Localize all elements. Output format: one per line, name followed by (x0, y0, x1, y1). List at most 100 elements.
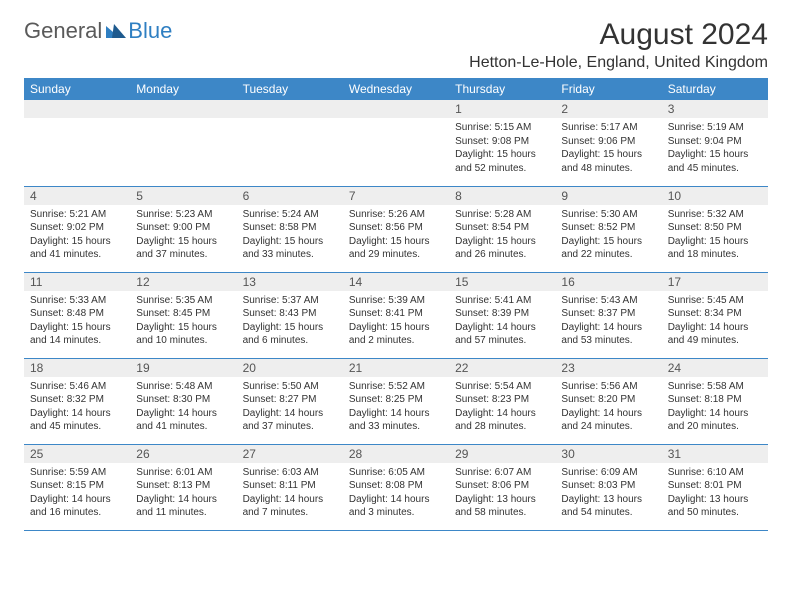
day-body: Sunrise: 5:21 AMSunset: 9:02 PMDaylight:… (24, 205, 130, 266)
sunset-line: Sunset: 9:06 PM (561, 135, 655, 149)
day-number: 13 (237, 273, 343, 291)
day-number: 31 (662, 445, 768, 463)
location: Hetton-Le-Hole, England, United Kingdom (469, 54, 768, 72)
daylight-line: Daylight: 14 hours and 7 minutes. (243, 493, 337, 520)
calendar-cell: 21Sunrise: 5:52 AMSunset: 8:25 PMDayligh… (343, 358, 449, 444)
day-number: 8 (449, 187, 555, 205)
sunrise-line: Sunrise: 6:05 AM (349, 466, 443, 480)
sunset-line: Sunset: 9:08 PM (455, 135, 549, 149)
day-body: Sunrise: 5:43 AMSunset: 8:37 PMDaylight:… (555, 291, 661, 352)
calendar-week-row: 4Sunrise: 5:21 AMSunset: 9:02 PMDaylight… (24, 186, 768, 272)
day-body: Sunrise: 5:32 AMSunset: 8:50 PMDaylight:… (662, 205, 768, 266)
calendar-cell: 31Sunrise: 6:10 AMSunset: 8:01 PMDayligh… (662, 444, 768, 530)
day-body: Sunrise: 5:17 AMSunset: 9:06 PMDaylight:… (555, 118, 661, 179)
sunset-line: Sunset: 8:45 PM (136, 307, 230, 321)
sunset-line: Sunset: 8:08 PM (349, 479, 443, 493)
sunset-line: Sunset: 8:23 PM (455, 393, 549, 407)
sunset-line: Sunset: 8:13 PM (136, 479, 230, 493)
day-number: 27 (237, 445, 343, 463)
day-number-empty (130, 100, 236, 118)
day-number: 18 (24, 359, 130, 377)
sunrise-line: Sunrise: 5:52 AM (349, 380, 443, 394)
title-block: August 2024 Hetton-Le-Hole, England, Uni… (469, 18, 768, 72)
brand-logo: General Blue (24, 18, 172, 44)
calendar-cell: 9Sunrise: 5:30 AMSunset: 8:52 PMDaylight… (555, 186, 661, 272)
calendar-cell (130, 100, 236, 186)
daylight-line: Daylight: 15 hours and 52 minutes. (455, 148, 549, 175)
daylight-line: Daylight: 14 hours and 49 minutes. (668, 321, 762, 348)
sunset-line: Sunset: 8:11 PM (243, 479, 337, 493)
daylight-line: Daylight: 14 hours and 53 minutes. (561, 321, 655, 348)
calendar-cell: 8Sunrise: 5:28 AMSunset: 8:54 PMDaylight… (449, 186, 555, 272)
calendar-cell: 11Sunrise: 5:33 AMSunset: 8:48 PMDayligh… (24, 272, 130, 358)
day-number: 23 (555, 359, 661, 377)
calendar-cell: 2Sunrise: 5:17 AMSunset: 9:06 PMDaylight… (555, 100, 661, 186)
day-body: Sunrise: 5:50 AMSunset: 8:27 PMDaylight:… (237, 377, 343, 438)
sunset-line: Sunset: 8:48 PM (30, 307, 124, 321)
daylight-line: Daylight: 15 hours and 45 minutes. (668, 148, 762, 175)
header: General Blue August 2024 Hetton-Le-Hole,… (24, 18, 768, 72)
sunrise-line: Sunrise: 5:37 AM (243, 294, 337, 308)
dow-row: Sunday Monday Tuesday Wednesday Thursday… (24, 78, 768, 100)
sunset-line: Sunset: 8:25 PM (349, 393, 443, 407)
calendar-cell: 25Sunrise: 5:59 AMSunset: 8:15 PMDayligh… (24, 444, 130, 530)
day-body: Sunrise: 5:45 AMSunset: 8:34 PMDaylight:… (662, 291, 768, 352)
day-number: 11 (24, 273, 130, 291)
day-body: Sunrise: 5:59 AMSunset: 8:15 PMDaylight:… (24, 463, 130, 524)
day-number: 16 (555, 273, 661, 291)
day-number: 20 (237, 359, 343, 377)
sunrise-line: Sunrise: 5:21 AM (30, 208, 124, 222)
sunrise-line: Sunrise: 5:32 AM (668, 208, 762, 222)
daylight-line: Daylight: 15 hours and 26 minutes. (455, 235, 549, 262)
day-number: 25 (24, 445, 130, 463)
day-body: Sunrise: 5:56 AMSunset: 8:20 PMDaylight:… (555, 377, 661, 438)
daylight-line: Daylight: 15 hours and 33 minutes. (243, 235, 337, 262)
sunrise-line: Sunrise: 5:48 AM (136, 380, 230, 394)
daylight-line: Daylight: 14 hours and 16 minutes. (30, 493, 124, 520)
daylight-line: Daylight: 14 hours and 24 minutes. (561, 407, 655, 434)
day-number-empty (24, 100, 130, 118)
sunrise-line: Sunrise: 5:43 AM (561, 294, 655, 308)
day-body: Sunrise: 5:15 AMSunset: 9:08 PMDaylight:… (449, 118, 555, 179)
day-number: 14 (343, 273, 449, 291)
dow-sunday: Sunday (24, 78, 130, 100)
day-body: Sunrise: 5:52 AMSunset: 8:25 PMDaylight:… (343, 377, 449, 438)
sunrise-line: Sunrise: 5:28 AM (455, 208, 549, 222)
daylight-line: Daylight: 14 hours and 57 minutes. (455, 321, 549, 348)
sunrise-line: Sunrise: 5:45 AM (668, 294, 762, 308)
sunrise-line: Sunrise: 5:35 AM (136, 294, 230, 308)
calendar-cell (237, 100, 343, 186)
day-number: 7 (343, 187, 449, 205)
daylight-line: Daylight: 15 hours and 37 minutes. (136, 235, 230, 262)
day-body: Sunrise: 5:23 AMSunset: 9:00 PMDaylight:… (130, 205, 236, 266)
daylight-line: Daylight: 14 hours and 41 minutes. (136, 407, 230, 434)
sunset-line: Sunset: 8:06 PM (455, 479, 549, 493)
calendar-cell: 10Sunrise: 5:32 AMSunset: 8:50 PMDayligh… (662, 186, 768, 272)
dow-wednesday: Wednesday (343, 78, 449, 100)
sunset-line: Sunset: 8:56 PM (349, 221, 443, 235)
day-number-empty (343, 100, 449, 118)
sunset-line: Sunset: 8:50 PM (668, 221, 762, 235)
day-number: 24 (662, 359, 768, 377)
calendar-week-row: 11Sunrise: 5:33 AMSunset: 8:48 PMDayligh… (24, 272, 768, 358)
day-number: 2 (555, 100, 661, 118)
sunrise-line: Sunrise: 5:26 AM (349, 208, 443, 222)
day-number: 12 (130, 273, 236, 291)
calendar-body: 1Sunrise: 5:15 AMSunset: 9:08 PMDaylight… (24, 100, 768, 530)
sunrise-line: Sunrise: 6:10 AM (668, 466, 762, 480)
sunset-line: Sunset: 8:43 PM (243, 307, 337, 321)
calendar-cell: 5Sunrise: 5:23 AMSunset: 9:00 PMDaylight… (130, 186, 236, 272)
sunrise-line: Sunrise: 6:01 AM (136, 466, 230, 480)
sunrise-line: Sunrise: 5:17 AM (561, 121, 655, 135)
sunrise-line: Sunrise: 6:07 AM (455, 466, 549, 480)
day-body: Sunrise: 5:26 AMSunset: 8:56 PMDaylight:… (343, 205, 449, 266)
day-body: Sunrise: 6:05 AMSunset: 8:08 PMDaylight:… (343, 463, 449, 524)
sunrise-line: Sunrise: 5:39 AM (349, 294, 443, 308)
calendar-cell: 17Sunrise: 5:45 AMSunset: 8:34 PMDayligh… (662, 272, 768, 358)
sunrise-line: Sunrise: 5:41 AM (455, 294, 549, 308)
day-number: 28 (343, 445, 449, 463)
daylight-line: Daylight: 15 hours and 2 minutes. (349, 321, 443, 348)
sunset-line: Sunset: 8:30 PM (136, 393, 230, 407)
sunrise-line: Sunrise: 5:23 AM (136, 208, 230, 222)
day-body-empty (237, 118, 343, 170)
